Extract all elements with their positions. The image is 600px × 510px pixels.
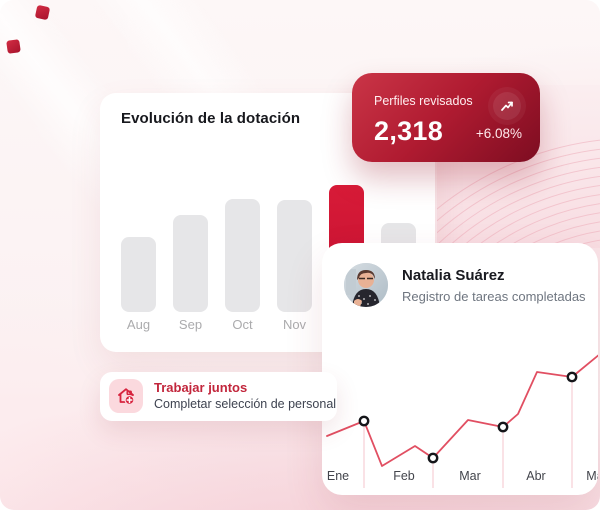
line-x-label-0: Ene	[327, 469, 349, 483]
line-x-label-2: Mar	[459, 469, 481, 483]
profiles-reviewed-card[interactable]: Perfiles revisados 2,318 +6.08%	[352, 73, 540, 162]
bar-label-2: Oct	[232, 317, 253, 332]
staffing-card-title: Evolución de la dotación	[121, 110, 301, 127]
decor-square	[6, 39, 21, 54]
line-x-label-4: May	[586, 469, 598, 483]
work-together-title: Trabajar juntos	[154, 380, 248, 395]
profiles-reviewed-delta: +6.08%	[475, 126, 522, 141]
work-together-subtitle: Completar selección de personal	[154, 397, 337, 411]
avatar-photo-icon	[344, 263, 388, 307]
bar-chart-labels: Aug Sep Oct Nov	[121, 317, 435, 332]
avatar	[344, 263, 388, 307]
bar-0	[121, 237, 156, 312]
bar-3	[277, 200, 312, 312]
home-add-icon	[109, 379, 143, 413]
bar-1	[173, 215, 208, 312]
decor-square	[34, 4, 51, 21]
profiles-reviewed-value: 2,318	[374, 116, 444, 146]
tasks-subtitle: Registro de tareas completadas	[402, 289, 586, 304]
bar-label-1: Sep	[178, 317, 203, 332]
line-x-label-3: Abr	[526, 469, 545, 483]
bar-label-0: Aug	[126, 317, 151, 332]
profiles-reviewed-label: Perfiles revisados	[374, 94, 473, 108]
trending-up-icon	[501, 101, 513, 111]
trend-badge	[493, 92, 521, 120]
tasks-user-name: Natalia Suárez	[402, 267, 505, 284]
tasks-card: Ene Feb Mar Abr May	[322, 243, 598, 495]
line-x-label-1: Feb	[393, 469, 415, 483]
bar-label-3: Nov	[282, 317, 307, 332]
bar-2	[225, 199, 260, 312]
work-together-card[interactable]: Trabajar juntos Completar selección de p…	[100, 372, 337, 421]
